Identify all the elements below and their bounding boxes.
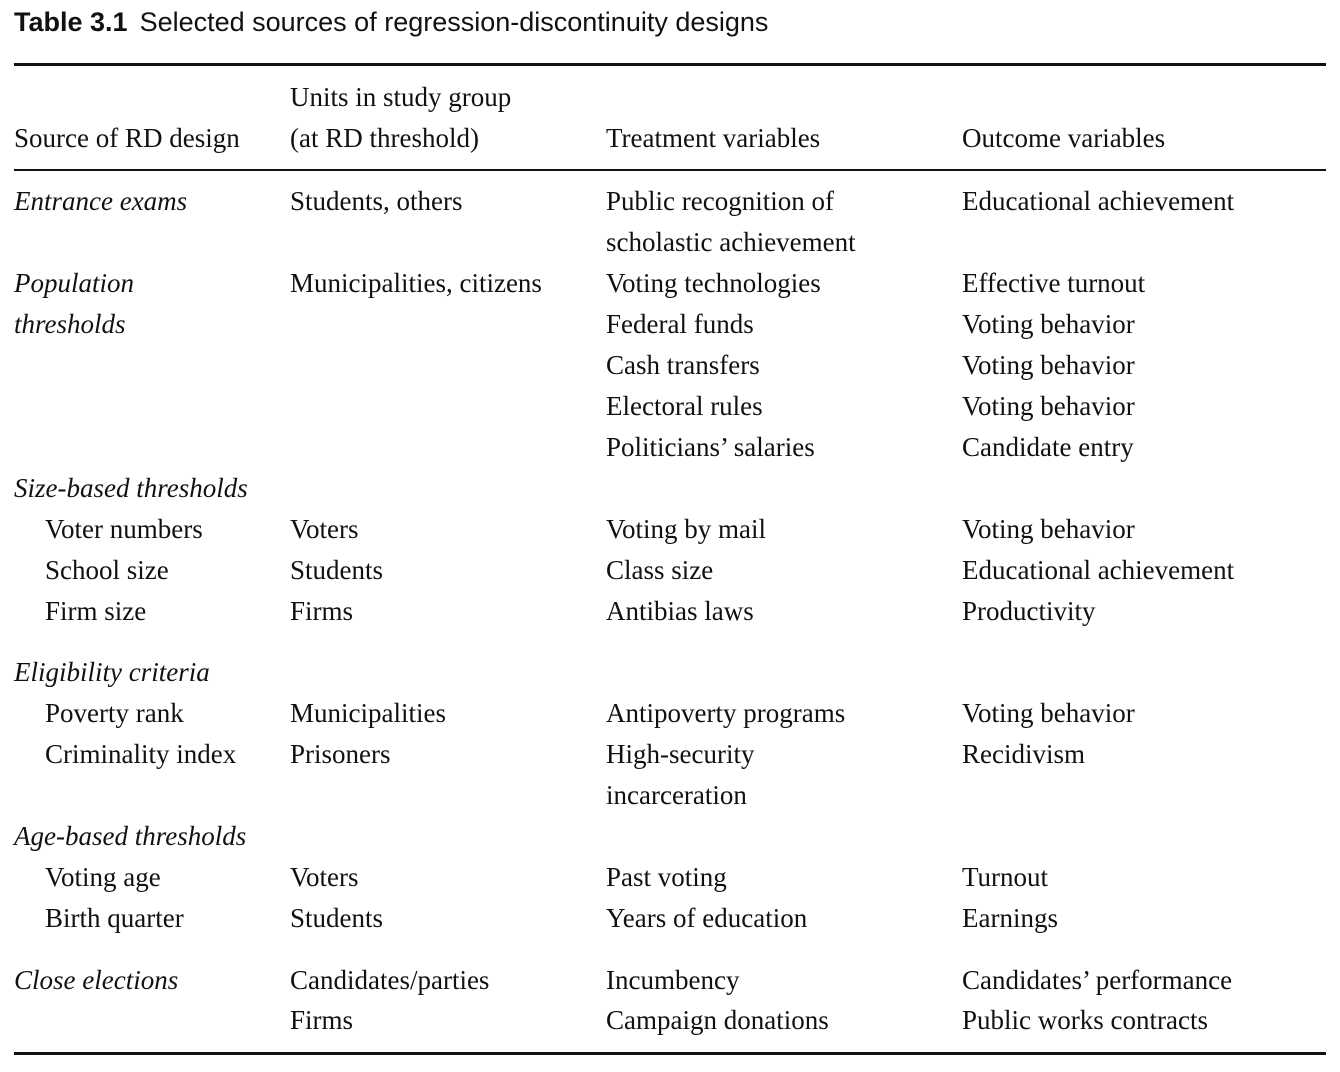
outcome-cell: Voting behavior bbox=[962, 698, 1135, 728]
treatment-cell: Years of education bbox=[606, 903, 808, 933]
header-outcome: Outcome variables bbox=[962, 123, 1166, 153]
treatment-cell: incarceration bbox=[606, 780, 747, 810]
outcome-cell: Candidates’ performance bbox=[962, 965, 1233, 995]
outcome-cell: Voting behavior bbox=[962, 350, 1135, 380]
units-cell: Students bbox=[290, 903, 384, 933]
outcome-cell: Voting behavior bbox=[962, 391, 1135, 421]
category-heading: Age-based thresholds bbox=[14, 821, 247, 851]
outcome-cell: Effective turnout bbox=[962, 268, 1146, 298]
outcome-cell: Voting behavior bbox=[962, 514, 1135, 544]
category-heading: Size-based thresholds bbox=[14, 473, 248, 503]
source-cell: Close elections bbox=[14, 965, 179, 995]
category-heading: Eligibility criteria bbox=[14, 657, 210, 687]
units-cell: Municipalities bbox=[290, 698, 446, 728]
treatment-cell: High-security bbox=[606, 739, 755, 769]
treatment-cell: Voting technologies bbox=[606, 268, 821, 298]
units-cell: Voters bbox=[290, 514, 359, 544]
outcome-cell: Candidate entry bbox=[962, 432, 1134, 462]
treatment-cell: Antibias laws bbox=[606, 596, 754, 626]
treatment-cell: scholastic achievement bbox=[606, 227, 856, 257]
source-cell: Population bbox=[14, 268, 134, 298]
source-cell: Entrance exams bbox=[14, 186, 188, 216]
table-title: Selected sources of regression-discontin… bbox=[139, 7, 769, 37]
units-cell: Municipalities, citizens bbox=[290, 268, 542, 298]
treatment-cell: Politicians’ salaries bbox=[606, 432, 815, 462]
table-label: Table 3.1 bbox=[14, 7, 128, 37]
treatment-cell: Past voting bbox=[606, 862, 727, 892]
header-units-line2: (at RD threshold) bbox=[290, 123, 479, 153]
outcome-cell: Productivity bbox=[962, 596, 1096, 626]
outcome-cell: Recidivism bbox=[962, 739, 1085, 769]
header-rule bbox=[14, 169, 1326, 171]
treatment-cell: Class size bbox=[606, 555, 714, 585]
outcome-cell: Voting behavior bbox=[962, 309, 1135, 339]
treatment-cell: Electoral rules bbox=[606, 391, 763, 421]
treatment-cell: Cash transfers bbox=[606, 350, 760, 380]
units-cell: Firms bbox=[290, 1005, 354, 1035]
treatment-cell: Antipoverty programs bbox=[606, 698, 846, 728]
outcome-cell: Educational achievement bbox=[962, 186, 1235, 216]
units-cell: Students, others bbox=[290, 186, 463, 216]
outcome-cell: Public works contracts bbox=[962, 1005, 1208, 1035]
source-cell: Poverty rank bbox=[45, 698, 184, 728]
source-cell: Birth quarter bbox=[45, 903, 184, 933]
treatment-cell: Voting by mail bbox=[606, 514, 767, 544]
source-cell: Firm size bbox=[45, 596, 147, 626]
outcome-cell: Educational achievement bbox=[962, 555, 1235, 585]
bottom-rule bbox=[14, 1052, 1326, 1055]
treatment-cell: Incumbency bbox=[606, 965, 740, 995]
header-treatment: Treatment variables bbox=[606, 123, 821, 153]
treatment-cell: Public recognition of bbox=[606, 186, 834, 216]
header-units-line1: Units in study group bbox=[290, 82, 512, 112]
units-cell: Prisoners bbox=[290, 739, 391, 769]
treatment-cell: Federal funds bbox=[606, 309, 754, 339]
outcome-cell: Earnings bbox=[962, 903, 1058, 933]
outcome-cell: Turnout bbox=[962, 862, 1049, 892]
source-cell: Voter numbers bbox=[45, 514, 203, 544]
source-cell: Voting age bbox=[45, 862, 161, 892]
source-cell: Criminality index bbox=[45, 739, 237, 769]
units-cell: Voters bbox=[290, 862, 359, 892]
units-cell: Students bbox=[290, 555, 384, 585]
units-cell: Candidates/parties bbox=[290, 965, 490, 995]
units-cell: Firms bbox=[290, 596, 354, 626]
treatment-cell: Campaign donations bbox=[606, 1005, 829, 1035]
table-caption: Table 3.1 Selected sources of regression-… bbox=[14, 2, 768, 42]
top-rule bbox=[14, 63, 1326, 66]
source-cell: School size bbox=[45, 555, 169, 585]
source-cell: thresholds bbox=[14, 309, 126, 339]
header-source: Source of RD design bbox=[14, 123, 240, 153]
